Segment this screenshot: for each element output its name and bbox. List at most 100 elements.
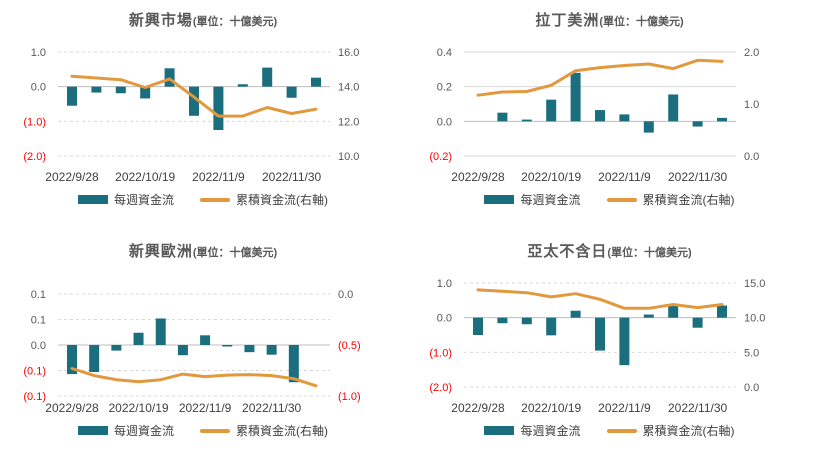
weekly-flow-bar <box>288 345 299 383</box>
legend-item-cumulative-flow: 累積資金流(右軸) <box>200 191 328 208</box>
left-axis-tick-label: 1.0 <box>437 278 452 290</box>
weekly-flow-bar <box>595 317 605 351</box>
legend-item-cumulative-flow: 累積資金流(右軸) <box>606 422 735 439</box>
weekly-flow-bar <box>155 318 166 345</box>
left-axis-tick-label: 0.0 <box>437 313 452 325</box>
left-axis-tick-label: (2.0) <box>429 382 452 394</box>
x-axis-date-label: 2022/11/30 <box>242 401 301 415</box>
legend-label: 累積資金流(右軸) <box>236 193 328 207</box>
left-axis-tick-label: 0.1 <box>31 315 46 327</box>
weekly-flow-bar <box>244 345 255 353</box>
x-axis-date-label: 2022/11/30 <box>668 401 727 415</box>
weekly-flow-bar <box>140 86 151 99</box>
left-axis-tick-label: 0.1 <box>31 289 46 301</box>
chart-latin-america: 拉丁美洲(單位：十億美元) 0.4 0.2 0.0 (0.2) 2.0 1.0 0.0 202… <box>406 0 813 231</box>
weekly-flow-bar <box>595 110 605 122</box>
right-axis-tick-label: 16.0 <box>338 47 359 59</box>
weekly-flow-bar <box>692 121 703 127</box>
bar-series-swatch <box>77 195 108 204</box>
weekly-flow-bar <box>546 99 557 122</box>
weekly-flow-bar <box>266 345 277 355</box>
weekly-flow-bar <box>717 117 727 122</box>
right-axis-tick-label: 0.0 <box>744 151 759 163</box>
x-axis-date-label: 2022/11/9 <box>192 170 245 184</box>
chart-emerging-europe: 新興歐洲(單位：十億美元) 0.1 0.1 0.0 (0.1) (0.1) 0.0 (0.5… <box>0 231 406 463</box>
left-axis-tick-label: (0.1) <box>23 366 46 378</box>
right-axis-tick-label: 0.0 <box>744 382 759 394</box>
left-axis-tick-label: 0.4 <box>437 47 452 59</box>
legend-item-cumulative-flow: 累積資金流(右軸) <box>606 191 735 208</box>
right-axis-tick-label: 14.0 <box>338 82 359 94</box>
bar-series-swatch <box>77 426 108 435</box>
bar-series-swatch <box>484 195 515 204</box>
weekly-flow-bar <box>692 317 703 328</box>
weekly-flow-bar <box>213 86 224 130</box>
plot-emerging-europe: 0.1 0.1 0.0 (0.1) (0.1) 0.0 (0.5) (1.0) 2022/9/2… <box>23 289 360 415</box>
line-series-swatch <box>606 428 637 433</box>
weekly-flow-bar <box>111 345 122 351</box>
chart-emerging-markets: 新興市場(單位：十億美元) 1.0 0.0 (1.0) (2.0) 16.0 14.0 12… <box>0 0 406 231</box>
x-axis-date-label: 2022/11/30 <box>668 170 727 184</box>
plot-apac-ex-japan: 1.0 0.0 (1.0) (2.0) 15.0 10.0 5.0 0.0 2022/9/28 2… <box>429 278 765 415</box>
legend: 每週資金流 累積資金流(右軸) <box>0 191 406 208</box>
chart-unit-label: (單位：十億美元) <box>192 247 278 259</box>
weekly-flow-bar <box>643 121 654 133</box>
line-series-swatch <box>200 197 230 202</box>
weekly-flow-bar <box>177 345 188 356</box>
weekly-flow-bar <box>497 112 508 122</box>
weekly-flow-bar <box>89 345 100 373</box>
weekly-flow-bar <box>222 345 233 347</box>
plot-emerging-markets: 1.0 0.0 (1.0) (2.0) 16.0 14.0 12.0 10.0 2022/9/2… <box>23 47 359 184</box>
weekly-flow-bar <box>668 94 679 122</box>
right-axis-tick-label: 2.0 <box>744 47 759 59</box>
weekly-flow-bar <box>200 335 211 345</box>
chart-title-emerging-europe: 新興歐洲(單位：十億美元) <box>0 231 406 265</box>
weekly-flow-bar <box>262 67 273 87</box>
right-axis-tick-label: 15.0 <box>744 278 765 290</box>
x-axis-date-label: 2022/11/9 <box>179 401 232 415</box>
chart-title-emerging-markets: 新興市場(單位：十億美元) <box>0 0 406 34</box>
weekly-flow-bar <box>91 86 102 93</box>
left-axis-tick-label: 0.0 <box>437 116 452 128</box>
weekly-flow-bar <box>643 314 654 318</box>
weekly-flow-bar <box>497 317 508 324</box>
left-axis-tick-label: (1.0) <box>23 116 46 128</box>
x-axis-date-label: 2022/9/28 <box>451 401 505 415</box>
left-axis-tick-label: (0.1) <box>23 391 46 403</box>
cumulative-flow-line <box>476 58 724 97</box>
legend-item-weekly-flow: 每週資金流 <box>77 422 174 439</box>
chart-title-apac-ex-japan: 亞太不含日(單位：十億美元) <box>406 231 813 265</box>
legend-label: 每週資金流 <box>520 424 581 438</box>
x-axis-date-label: 2022/11/30 <box>262 170 321 184</box>
legend: 每週資金流 累積資金流(右軸) <box>0 422 406 439</box>
chart-unit-label: (單位：十億美元) <box>607 247 692 259</box>
chart-title-text: 新興歐洲 <box>128 243 193 260</box>
legend-item-weekly-flow: 每週資金流 <box>484 191 581 208</box>
weekly-flow-bar <box>521 119 532 122</box>
legend-label: 每週資金流 <box>113 424 174 438</box>
legend: 每週資金流 累積資金流(右軸) <box>406 191 813 208</box>
chart-title-latin-america: 拉丁美洲(單位：十億美元) <box>406 0 813 34</box>
chart-unit-label: (單位：十億美元) <box>599 16 684 28</box>
right-axis-tick-label: 5.0 <box>744 347 759 359</box>
line-series-swatch <box>200 428 230 433</box>
weekly-flow-bar <box>67 86 77 106</box>
weekly-flow-bar <box>717 305 727 318</box>
x-axis-date-label: 2022/9/28 <box>45 401 99 415</box>
cumulative-flow-line <box>70 367 318 388</box>
x-axis-date-label: 2022/11/9 <box>598 401 651 415</box>
right-axis-tick-label: 10.0 <box>744 313 765 325</box>
weekly-flow-bar <box>619 114 630 122</box>
weekly-flow-bar <box>546 317 557 336</box>
cumulative-flow-line <box>70 74 318 118</box>
legend-item-cumulative-flow: 累積資金流(右軸) <box>200 422 328 439</box>
cumulative-flow-line <box>476 288 724 310</box>
chart-title-text: 新興市場 <box>128 12 193 29</box>
chart-title-text: 亞太不含日 <box>527 243 608 260</box>
chart-apac-ex-japan: 亞太不含日(單位：十億美元) 1.0 0.0 (1.0) (2.0) 15.0 10.0 5… <box>406 231 813 463</box>
weekly-flow-bar <box>473 317 483 335</box>
left-axis-tick-label: 0.0 <box>31 340 46 352</box>
left-axis-tick-label: 0.2 <box>437 82 452 94</box>
weekly-flow-bar <box>115 86 126 94</box>
